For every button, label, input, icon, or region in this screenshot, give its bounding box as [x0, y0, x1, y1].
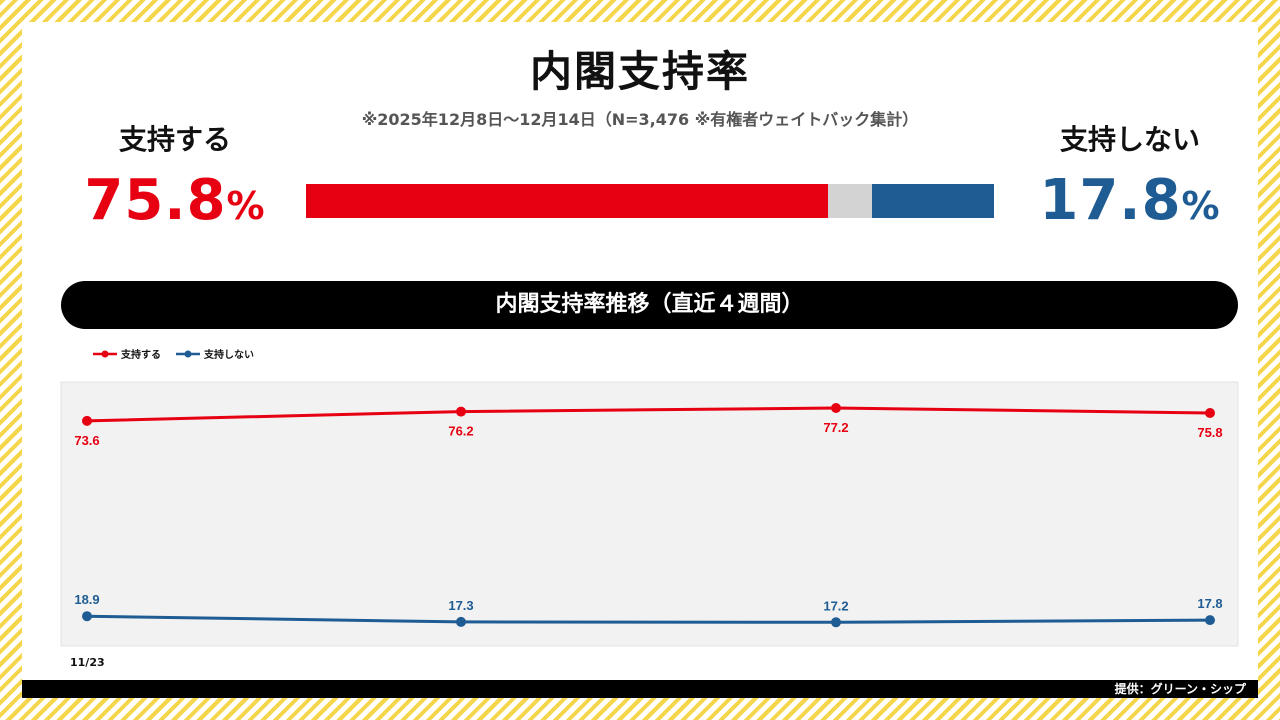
footer-bar: 提供：グリーン・シップ [22, 680, 1258, 698]
oppose-value: 17.8% [1015, 168, 1245, 233]
series-line-support [86, 406, 1211, 423]
plot-area [60, 381, 1239, 647]
data-label: 76.2 [448, 424, 473, 439]
oppose-number: 17.8 [1039, 168, 1182, 233]
data-label: 73.6 [74, 433, 99, 448]
data-point [1205, 615, 1215, 626]
data-point [831, 617, 841, 628]
legend-line-oppose-icon [176, 350, 200, 357]
support-value: 75.8% [60, 168, 290, 233]
chart-legend: 支持する 支持しない [92, 346, 254, 361]
data-label: 75.8 [1197, 425, 1222, 440]
ratio-bar-oppose [871, 184, 994, 218]
data-point [82, 611, 92, 622]
data-point [456, 406, 466, 417]
data-label: 17.3 [448, 598, 473, 613]
data-label: 17.8 [1197, 596, 1222, 611]
legend-line-support-icon [93, 350, 117, 357]
support-label: 支持する [118, 123, 231, 156]
footer-credit: 提供：グリーン・シップ [1114, 682, 1246, 696]
legend-item-support: 支持する [92, 346, 161, 361]
data-label: 17.2 [823, 598, 848, 613]
legend-item-oppose: 支持しない [175, 346, 254, 361]
page-title: 内閣支持率 [529, 47, 750, 96]
data-point [456, 616, 466, 627]
data-point [1205, 408, 1215, 418]
trend-section-header: 内閣支持率推移（直近４週間） [61, 281, 1238, 329]
data-point [831, 403, 841, 413]
legend-label-support: 支持する [121, 350, 161, 361]
ratio-bar-support [306, 184, 828, 218]
series-line-oppose [86, 614, 1211, 624]
legend-label-oppose: 支持しない [204, 350, 254, 361]
ratio-bar-other [827, 184, 872, 218]
support-number: 75.8 [84, 168, 227, 233]
ratio-bar [306, 184, 994, 218]
oppose-percent-sign: % [1181, 184, 1221, 228]
support-percent-sign: % [226, 184, 266, 228]
x-tick-label: 11/23 [70, 656, 105, 669]
survey-note: ※2025年12月8日～12月14日（N=3,476 ※有権者ウェイトバック集計… [361, 110, 919, 129]
data-point [82, 415, 92, 426]
data-label: 18.9 [74, 592, 99, 607]
data-label: 77.2 [823, 420, 848, 435]
oppose-label: 支持しない [1059, 123, 1200, 156]
